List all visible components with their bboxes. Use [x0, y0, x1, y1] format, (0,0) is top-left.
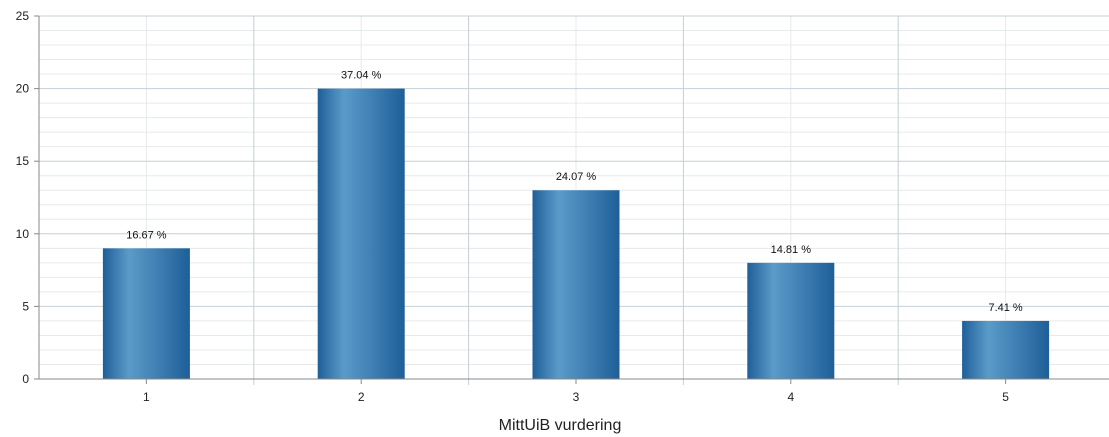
data-label: 16.67 % — [126, 229, 167, 241]
y-tick-label: 0 — [22, 372, 29, 386]
x-tick-label: 2 — [358, 390, 365, 404]
axes — [34, 15, 1109, 385]
y-tick-label: 20 — [16, 82, 30, 96]
data-label: 14.81 % — [771, 244, 812, 256]
data-label: 24.07 % — [556, 171, 597, 183]
y-tick-label: 15 — [16, 154, 30, 168]
bar — [102, 248, 190, 379]
x-tick-label: 5 — [1002, 390, 1009, 404]
bar — [747, 262, 835, 379]
y-tick-label: 25 — [16, 9, 30, 23]
bar — [962, 320, 1050, 379]
bar — [317, 88, 405, 379]
data-label: 37.04 % — [341, 70, 382, 82]
x-tick-label: 3 — [573, 390, 580, 404]
x-axis-title: MittUiB vurdering — [499, 417, 622, 434]
y-tick-label: 10 — [16, 227, 30, 241]
bars — [102, 88, 1050, 379]
bar — [532, 190, 620, 379]
x-tick-label: 4 — [787, 390, 794, 404]
data-label: 7.41 % — [988, 302, 1022, 314]
x-tick-label: 1 — [143, 390, 150, 404]
y-tick-label: 5 — [22, 299, 29, 313]
labels: 0 5 10 15 20 25 16.67 % 1 37.04 % 2 24.07 % 3 14.81 … — [16, 9, 1023, 404]
